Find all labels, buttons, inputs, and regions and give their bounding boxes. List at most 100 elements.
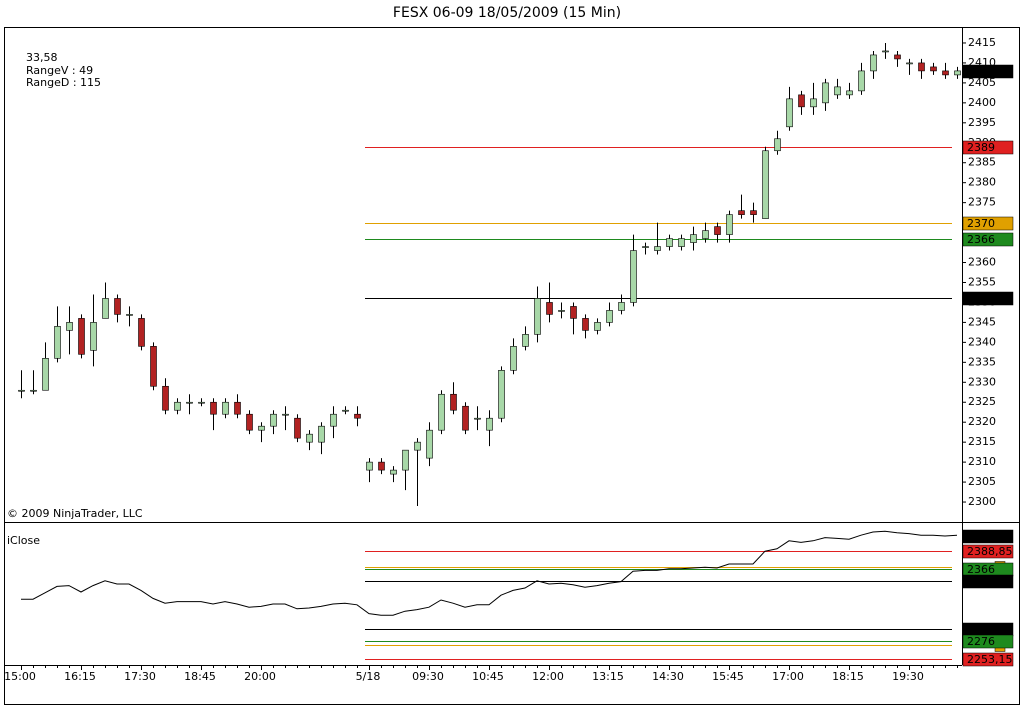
price-label: 2389	[967, 141, 995, 154]
y-tick-label: 2315	[968, 435, 996, 448]
candle-body	[42, 358, 49, 391]
candle-body	[930, 66, 937, 72]
candle-body	[162, 385, 169, 411]
candle-body	[150, 346, 157, 387]
candle-body	[462, 405, 469, 431]
candle-body	[942, 70, 949, 76]
candle-body	[450, 393, 457, 411]
candle-body	[330, 413, 337, 427]
candle-body	[630, 250, 637, 303]
candle-body	[474, 417, 481, 420]
price-label-box	[962, 574, 1014, 589]
candle-body	[498, 370, 505, 419]
candle-body	[270, 413, 277, 427]
y-tick-label: 2380	[968, 176, 996, 189]
price-label: 2408	[967, 65, 995, 78]
x-tick-label: 15:00	[4, 670, 36, 683]
y-tick-label: 2335	[968, 355, 996, 368]
x-tick-label: 20:00	[244, 670, 276, 683]
price-label: 2351,34	[967, 575, 1013, 588]
candle-body	[18, 389, 25, 392]
y-tick-label: 2405	[968, 76, 996, 89]
x-tick-label: 09:30	[412, 670, 444, 683]
price-label: 2366	[967, 233, 995, 246]
chart-title: FESX 06-09 18/05/2009 (15 Min)	[393, 5, 621, 21]
price-label: 2370	[967, 217, 995, 230]
price-label: 2351	[967, 292, 995, 305]
candle-body	[786, 98, 793, 128]
candle-body	[606, 310, 613, 323]
candle-body	[714, 226, 721, 235]
x-tick-label: 17:00	[772, 670, 804, 683]
price-label: 2366	[967, 563, 995, 576]
y-tick-label: 2300	[968, 495, 996, 508]
y-tick-label: 2305	[968, 475, 996, 488]
candle-body	[354, 413, 361, 419]
price-label-box	[962, 652, 1014, 667]
candle-body	[594, 322, 601, 331]
candle-body	[222, 401, 229, 415]
candle-body	[870, 54, 877, 72]
x-tick-label: 14:30	[652, 670, 684, 683]
candle-body	[654, 246, 661, 251]
x-tick-label: 15:45	[712, 670, 744, 683]
price-label-box	[962, 232, 1014, 247]
info-text: RangeV : 49	[26, 64, 93, 77]
candle-body	[822, 82, 829, 104]
y-tick-label: 2415	[968, 36, 996, 49]
iclose-line	[21, 530, 958, 616]
candle-body	[306, 433, 313, 443]
candle-body	[378, 461, 385, 471]
price-label-box	[962, 544, 1014, 559]
candle-body	[114, 298, 121, 315]
info-text: RangeD : 115	[26, 76, 101, 89]
y-tick-label: 2345	[968, 315, 996, 328]
x-tick-label: 18:45	[184, 670, 216, 683]
candle-body	[342, 409, 349, 412]
candle-body	[510, 346, 517, 371]
y-tick-label: 2360	[968, 256, 996, 269]
x-tick-label: 19:30	[892, 670, 924, 683]
y-tick-label: 2385	[968, 156, 996, 169]
price-label: 2388,85	[967, 545, 1013, 558]
y-tick-label: 2320	[968, 415, 996, 428]
candle-body	[846, 90, 853, 96]
candle-body	[954, 70, 961, 76]
price-label-box	[962, 634, 1014, 649]
y-tick-label: 2310	[968, 455, 996, 468]
candle-body	[894, 54, 901, 60]
x-tick-label: 12:00	[532, 670, 564, 683]
x-tick-label: 18:15	[832, 670, 864, 683]
price-label: 2253,15	[967, 653, 1013, 666]
x-tick-label: 13:15	[592, 670, 624, 683]
price-label-box	[962, 140, 1014, 155]
candle-body	[666, 238, 673, 247]
candle-body	[138, 318, 145, 347]
candle-body	[558, 310, 565, 312]
candle-body	[690, 234, 697, 243]
panel-title: iClose	[7, 534, 40, 547]
candle-body	[90, 322, 97, 351]
candle-body	[390, 469, 397, 475]
candle-body	[918, 62, 925, 72]
candle-body	[774, 138, 781, 152]
candle-body	[570, 306, 577, 319]
candle-body	[366, 461, 373, 471]
candle-body	[414, 441, 421, 451]
candle-body	[834, 86, 841, 96]
frame	[4, 27, 1020, 705]
y-tick-label: 2400	[968, 96, 996, 109]
candle-body	[402, 449, 409, 471]
candle-body	[210, 401, 217, 415]
candle-body	[198, 401, 205, 404]
candle-body	[798, 94, 805, 108]
candle-body	[702, 230, 709, 239]
copyright: © 2009 NinjaTrader, LLC	[7, 507, 143, 520]
y-tick-label: 2330	[968, 375, 996, 388]
candle-body	[426, 429, 433, 459]
candle-body	[486, 417, 493, 431]
candle-body	[66, 322, 73, 331]
candle-body	[54, 326, 61, 359]
price-label-box	[962, 529, 1014, 544]
